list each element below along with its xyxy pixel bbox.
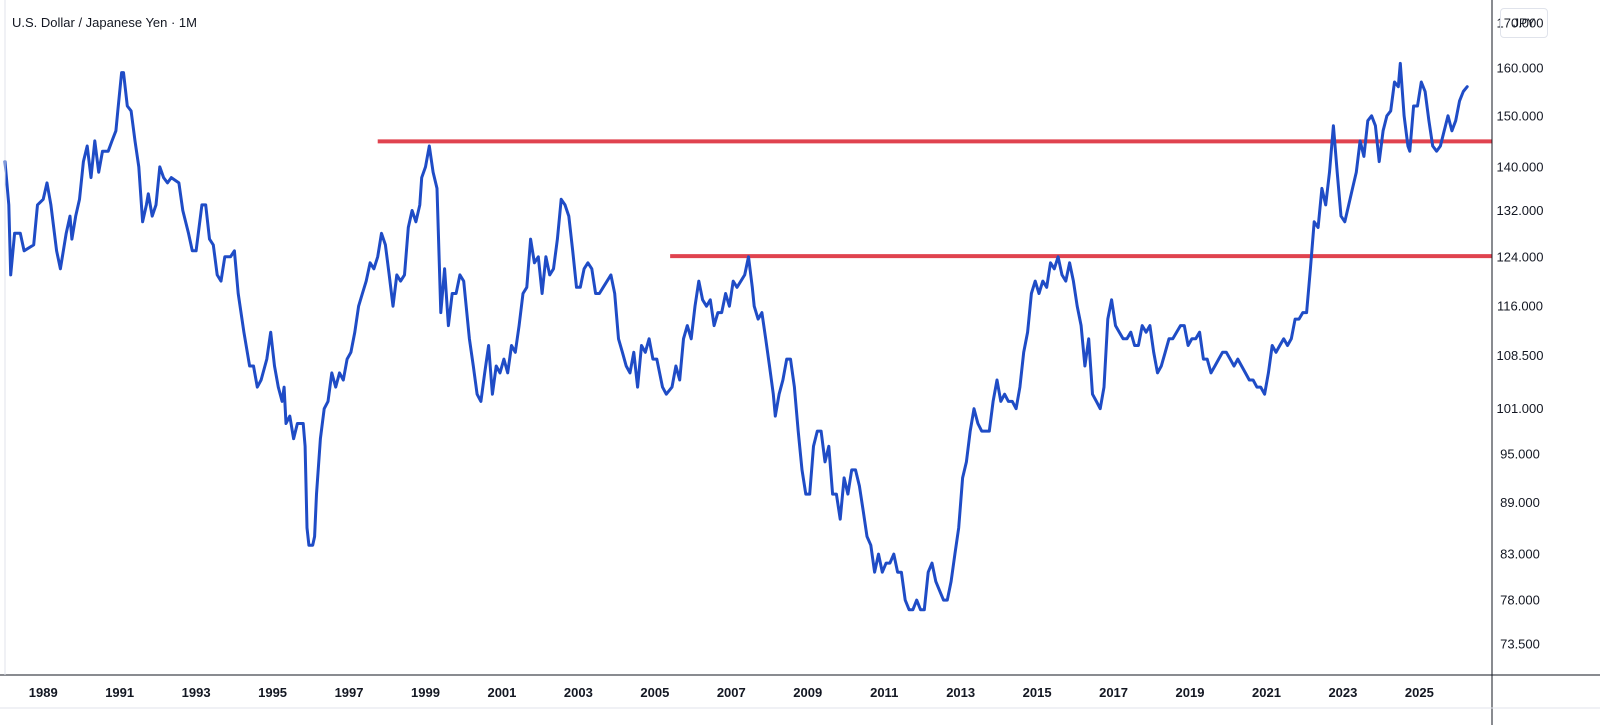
y-tick-label: 160.000 [1497, 60, 1544, 75]
x-tick-label: 2015 [1023, 685, 1052, 700]
currency-unit-label: JPY [1512, 16, 1535, 30]
x-tick-label: 2005 [640, 685, 669, 700]
x-tick-label: 2013 [946, 685, 975, 700]
y-tick-label: 124.000 [1497, 249, 1544, 264]
y-tick-label: 89.000 [1500, 495, 1540, 510]
plot-background[interactable] [5, 8, 1492, 675]
y-tick-label: 170.000 [1497, 16, 1544, 31]
chart-title: U.S. Dollar / Japanese Yen · 1M [12, 15, 197, 30]
y-tick-label: 116.000 [1497, 299, 1543, 314]
x-tick-label: 2023 [1328, 685, 1357, 700]
plot-area[interactable] [5, 8, 1492, 675]
x-tick-label: 1991 [105, 685, 134, 700]
y-tick-label: 140.000 [1497, 159, 1544, 174]
currency-unit-button[interactable]: JPY [1500, 8, 1548, 38]
x-tick-label: 1995 [258, 685, 287, 700]
y-tick-label: 78.000 [1500, 593, 1540, 608]
x-tick-label: 2001 [487, 685, 516, 700]
y-tick-label: 150.000 [1497, 108, 1544, 123]
x-tick-label: 2017 [1099, 685, 1128, 700]
price-axis[interactable]: 170.000 160.000 150.000 140.000 132.000 124.0… [1497, 16, 1544, 652]
price-line[interactable] [3, 61, 1469, 612]
x-tick-label: 1999 [411, 685, 440, 700]
x-tick-label: 2009 [793, 685, 822, 700]
x-tick-label: 2021 [1252, 685, 1281, 700]
x-tick-label: 2019 [1176, 685, 1205, 700]
x-tick-label: 2003 [564, 685, 593, 700]
x-tick-label: 1997 [335, 685, 364, 700]
time-axis[interactable]: 1989 1991 1993 1995 1997 1999 2001 2003 2005 2007… [29, 685, 1434, 700]
y-tick-label: 108.500 [1497, 348, 1544, 363]
series-layer [3, 61, 1469, 612]
x-tick-label: 1993 [182, 685, 211, 700]
x-tick-label: 2011 [870, 685, 898, 700]
resistance-lines [377, 139, 1492, 259]
x-tick-label: 2025 [1405, 685, 1434, 700]
y-tick-label: 83.000 [1500, 547, 1540, 562]
x-tick-label: 2007 [717, 685, 746, 700]
y-tick-label: 73.500 [1500, 637, 1540, 652]
y-tick-label: 101.000 [1497, 401, 1544, 416]
y-tick-label: 132.000 [1497, 203, 1544, 218]
y-tick-label: 95.000 [1500, 447, 1540, 462]
x-tick-label: 1989 [29, 685, 58, 700]
